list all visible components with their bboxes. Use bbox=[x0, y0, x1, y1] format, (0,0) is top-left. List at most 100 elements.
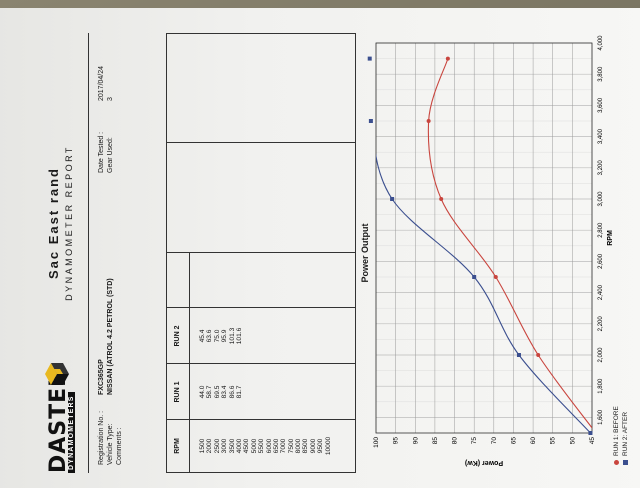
x-tick-label: 2,800 bbox=[598, 222, 604, 238]
x-tick-label: 3,600 bbox=[598, 97, 604, 113]
rpm-cell: 5500 bbox=[258, 438, 266, 454]
y-tick-label: 45 bbox=[589, 437, 596, 445]
rpm-cell: 8000 bbox=[295, 438, 303, 454]
run1-cell: 83.4 bbox=[221, 385, 229, 399]
data-point-run2 bbox=[472, 275, 477, 279]
rpm-cell: 7500 bbox=[287, 438, 295, 454]
y-tick-label: 75 bbox=[471, 437, 478, 445]
gear-label: Gear Used: bbox=[107, 137, 114, 173]
y-tick-label: 95 bbox=[393, 437, 400, 445]
table-col-divider bbox=[167, 419, 355, 420]
rpm-column: RPM 1500 2000 2500 3000 3500 4000 4500 5000 5500… bbox=[171, 426, 332, 466]
run2-cells: 45.4 63.6 75.0 95.9 101.3 101.6 bbox=[199, 316, 243, 356]
rpm-cell: 9000 bbox=[309, 438, 317, 454]
run2-cell: 75.0 bbox=[213, 329, 221, 343]
dastek-logo: DASTEK DYNAMOMETERS bbox=[45, 353, 80, 473]
table-col-divider bbox=[167, 142, 355, 143]
run1-cell: 69.5 bbox=[213, 385, 221, 399]
results-table: RPM 1500 2000 2500 3000 3500 4000 4500 5000 5500… bbox=[166, 33, 356, 473]
vehicle-label: Vehicle Type: bbox=[107, 423, 114, 465]
rpm-cell: 4500 bbox=[243, 438, 251, 454]
chart-legend: RUN 1: BEFORE RUN 2: AFTER bbox=[612, 406, 630, 465]
series-line-run1 bbox=[427, 58, 592, 433]
header-divider bbox=[88, 33, 89, 473]
y-tick-label: 85 bbox=[432, 437, 439, 445]
data-point-run1 bbox=[536, 353, 541, 357]
y-tick-label: 70 bbox=[491, 437, 498, 445]
y-tick-label: 90 bbox=[412, 437, 419, 445]
report-header: DASTEK DYNAMOMETERS Sac East rand DYNAMO… bbox=[40, 33, 84, 473]
rpm-cell: 6500 bbox=[272, 438, 280, 454]
x-tick-label: 2,000 bbox=[598, 347, 604, 363]
rpm-cell: 9500 bbox=[317, 438, 325, 454]
report-title: DYNAMOMETER REPORT bbox=[64, 145, 74, 301]
x-tick-label: 3,800 bbox=[598, 66, 604, 82]
rpm-cell: 10000 bbox=[324, 436, 332, 456]
x-tick-label: 2,400 bbox=[598, 284, 604, 300]
vehicle-info: Registration No. : FXC365GP Vehicle Type… bbox=[98, 33, 158, 473]
y-axis-label: Power (Kw) bbox=[465, 459, 503, 466]
legend-run2-swatch bbox=[623, 460, 628, 465]
data-point-run1 bbox=[439, 197, 444, 201]
run2-cell: 95.9 bbox=[221, 329, 229, 343]
y-tick-label: 100 bbox=[373, 437, 380, 448]
rpm-cell: 2500 bbox=[213, 438, 221, 454]
legend-run2-label: RUN 2: AFTER bbox=[622, 411, 629, 456]
plot-frame bbox=[375, 42, 593, 434]
x-tick-label: 2,200 bbox=[598, 316, 604, 332]
company-name: Sac East rand bbox=[46, 167, 61, 279]
rpm-cell: 7000 bbox=[280, 438, 288, 454]
legend-run1-label: RUN 1: BEFORE bbox=[613, 406, 620, 456]
run1-cell: 81.7 bbox=[235, 385, 243, 399]
y-tick-label: 60 bbox=[530, 437, 537, 445]
registration-value: FXC365GP bbox=[98, 359, 105, 395]
power-chart: Power Output 1,600 1,800 2,000 2,200 2,400 2,… bbox=[360, 33, 630, 473]
rpm-cell: 3500 bbox=[228, 438, 236, 454]
rpm-cell: 2000 bbox=[206, 438, 214, 454]
cube-logo-icon bbox=[45, 363, 69, 385]
rpm-cell: 4000 bbox=[235, 438, 243, 454]
rpm-cells: 1500 2000 2500 3000 3500 4000 4500 5000 5500 6000… bbox=[199, 426, 332, 466]
y-tick-label: 80 bbox=[452, 437, 459, 445]
x-tick-label: 3,200 bbox=[598, 160, 604, 176]
date-value: 2017/04/24 bbox=[98, 65, 105, 101]
run2-column: RUN 2 45.4 63.6 75.0 95.9 101.3 101.6 bbox=[171, 316, 243, 356]
run1-cell: 86.6 bbox=[228, 385, 236, 399]
data-point-run1 bbox=[426, 119, 431, 123]
date-label: Date Tested : bbox=[98, 131, 105, 173]
y-tick-label: 65 bbox=[510, 437, 517, 445]
series-line-run2 bbox=[376, 58, 591, 433]
run1-column: RUN 1 44.0 58.7 69.5 83.4 86.6 81.7 bbox=[171, 372, 243, 412]
legend-run1-swatch bbox=[614, 460, 619, 465]
chart-svg: 1,600 1,800 2,000 2,200 2,400 2,600 2,800 3,000… bbox=[367, 35, 614, 466]
rpm-cell: 5000 bbox=[250, 438, 258, 454]
y-tick-label: 55 bbox=[550, 437, 557, 445]
data-point-run2 bbox=[390, 197, 395, 201]
data-point-run1 bbox=[594, 431, 598, 435]
run2-cell: 63.6 bbox=[206, 329, 214, 343]
run2-cell: 101.3 bbox=[228, 327, 236, 345]
run1-cells: 44.0 58.7 69.5 83.4 86.6 81.7 bbox=[199, 372, 243, 412]
vehicle-value: NISSAN (ATROL 4.2 PETROL (STD) bbox=[107, 278, 114, 395]
x-axis-label: RPM bbox=[607, 230, 614, 246]
table-col-divider bbox=[167, 363, 355, 364]
table-col-divider bbox=[167, 252, 355, 253]
x-tick-label: 4,000 bbox=[598, 35, 604, 51]
data-point-run2 bbox=[367, 56, 372, 61]
rpm-cell: 8500 bbox=[302, 438, 310, 454]
x-tick-label: 1,800 bbox=[598, 378, 604, 394]
data-point-run1 bbox=[493, 275, 498, 279]
data-point-run2 bbox=[588, 431, 593, 435]
rpm-header: RPM bbox=[174, 438, 181, 454]
run2-cell: 45.4 bbox=[199, 329, 206, 343]
x-tick-label: 3,400 bbox=[598, 128, 604, 144]
rpm-cell: 6000 bbox=[265, 438, 273, 454]
run1-header: RUN 1 bbox=[174, 381, 181, 403]
gear-value: 3 bbox=[107, 97, 114, 101]
rpm-cell: 3000 bbox=[221, 438, 229, 454]
legend-item-run1: RUN 1: BEFORE bbox=[612, 406, 621, 465]
data-point-run2 bbox=[368, 119, 373, 123]
dyno-report-sheet: DASTEK DYNAMOMETERS Sac East rand DYNAMO… bbox=[40, 25, 640, 485]
comments-label: Comments : bbox=[116, 427, 123, 465]
data-point-run2 bbox=[516, 353, 521, 357]
